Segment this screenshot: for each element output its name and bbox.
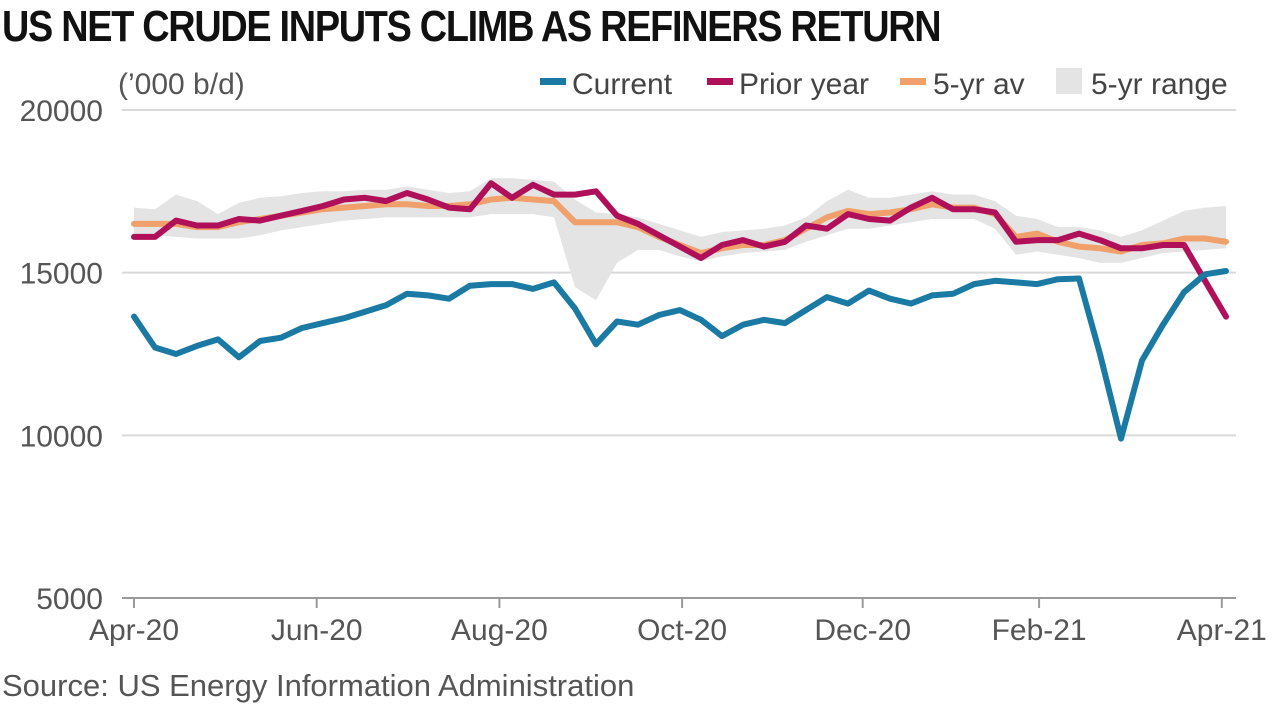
legend-swatch-current <box>540 78 566 85</box>
legend-swatch-prior-year <box>707 78 733 85</box>
legend-label-five-yr-range: 5-yr range <box>1091 68 1228 101</box>
y-tick-label: 5000 <box>36 583 103 616</box>
x-tick-label: Apr-20 <box>89 614 179 647</box>
x-tick-label: Apr-21 <box>1177 614 1267 647</box>
legend-swatch-five-yr-av <box>900 78 926 85</box>
series-line-current <box>131 268 1229 442</box>
chart-title: US NET CRUDE INPUTS CLIMB AS REFINERS RE… <box>2 2 942 51</box>
legend: Current Prior year 5-yr av 5-yr range <box>540 68 1228 101</box>
series-line-prior-year <box>131 180 1229 320</box>
y-tick-label: 15000 <box>20 258 103 291</box>
y-axis-unit-label: (’000 b/d) <box>118 68 245 101</box>
y-tick-label: 20000 <box>20 95 103 128</box>
x-tick-label: Dec-20 <box>814 614 911 647</box>
source-note: Source: US Energy Information Administra… <box>2 668 635 703</box>
legend-label-five-yr-av: 5-yr av <box>933 68 1025 101</box>
series-lines <box>131 180 1229 442</box>
y-tick-label: 10000 <box>20 420 103 453</box>
legend-swatch-five-yr-range <box>1056 68 1082 94</box>
x-tick-label: Aug-20 <box>451 614 548 647</box>
legend-label-prior-year: Prior year <box>739 68 869 101</box>
gridlines <box>122 109 1236 437</box>
x-tick-label: Oct-20 <box>637 614 727 647</box>
x-tick-label: Feb-21 <box>992 614 1087 647</box>
x-tick-label: Jun-20 <box>271 614 363 647</box>
legend-label-current: Current <box>572 68 673 101</box>
